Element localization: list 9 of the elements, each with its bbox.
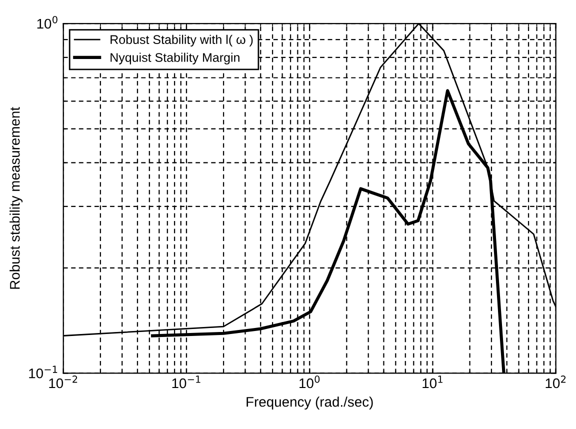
- y-axis-title: Robust stability measurement: [10, 107, 23, 289]
- x-tick-label: 10$^{2}$: [546, 376, 566, 388]
- x-tick-label: 10$^{0}$: [300, 376, 320, 388]
- legend-label: Robust Stability with l( ω ): [110, 34, 253, 46]
- x-axis-title: Frequency (rad./sec): [246, 396, 373, 410]
- x-tick-label: 10$^{−2}$: [49, 376, 78, 388]
- x-tick-label: 10$^{−1}$: [172, 376, 200, 388]
- x-tick-label: 10$^{1}$: [422, 376, 442, 388]
- legend-label: Nyquist Stability Margin: [110, 52, 240, 64]
